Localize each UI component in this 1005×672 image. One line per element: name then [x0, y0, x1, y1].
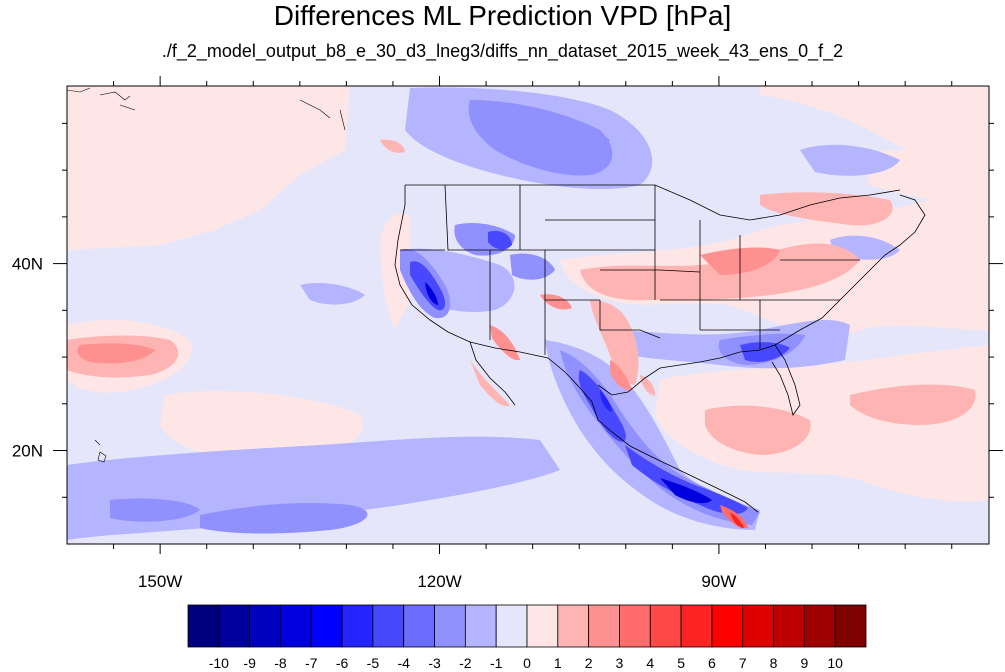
colorbar-label: -6 — [336, 655, 349, 671]
colorbar-label: -1 — [490, 655, 503, 671]
x-tick-label: 150W — [138, 572, 182, 591]
colorbar-label: 6 — [708, 655, 716, 671]
colorbar-swatch — [341, 604, 374, 648]
colorbar-label: 3 — [616, 655, 624, 671]
colorbar-label: -9 — [243, 655, 256, 671]
colorbar-swatch — [649, 604, 682, 648]
colorbar-labels: -10 -9 -8 -7 -6 -5 -4 -3 -2 -1 0 1 2 3 4 5 6 7 8 9 10 — [209, 655, 843, 671]
colorbar — [187, 604, 867, 648]
colorbar-swatch — [588, 604, 620, 648]
colorbar-swatch — [218, 604, 251, 648]
colorbar-swatch — [403, 604, 435, 648]
y-tick-label: 20N — [12, 442, 43, 461]
difference-field — [67, 86, 989, 544]
colorbar-swatch — [742, 604, 774, 648]
colorbar-label: 10 — [827, 655, 843, 671]
colorbar-swatch — [372, 604, 405, 648]
colorbar-label: -4 — [398, 655, 411, 671]
colorbar-label: 9 — [800, 655, 808, 671]
map-outlines — [394, 184, 926, 513]
colorbar-swatch — [619, 604, 651, 648]
colorbar-swatch — [557, 604, 590, 648]
colorbar-label: -10 — [209, 655, 229, 671]
colorbar-swatch — [310, 604, 343, 648]
colorbar-label: -5 — [367, 655, 380, 671]
axis-ticks — [53, 76, 1003, 554]
colorbar-label: 8 — [770, 655, 778, 671]
colorbar-label: 1 — [554, 655, 562, 671]
colorbar-swatch — [464, 604, 497, 648]
x-tick-label: 90W — [701, 572, 736, 591]
colorbar-label: -2 — [459, 655, 472, 671]
x-tick-label: 120W — [417, 572, 461, 591]
colorbar-label: -3 — [428, 655, 441, 671]
colorbar-label: 2 — [585, 655, 593, 671]
colorbar-swatch — [280, 604, 312, 648]
colorbar-swatch — [526, 604, 559, 648]
colorbar-label: 4 — [646, 655, 654, 671]
plot-subtitle: ./f_2_model_output_b8_e_30_d3_lneg3/diff… — [161, 41, 844, 61]
colorbar-label: -8 — [274, 655, 287, 671]
colorbar-label: 0 — [523, 655, 531, 671]
colorbar-swatch — [773, 604, 805, 648]
colorbar-swatch — [495, 604, 528, 648]
colorbar-label: 5 — [677, 655, 685, 671]
colorbar-swatch — [834, 604, 867, 648]
colorbar-swatch — [803, 604, 836, 648]
colorbar-label: -7 — [305, 655, 318, 671]
map-frame — [66, 85, 990, 545]
small-islands — [67, 87, 346, 463]
colorbar-swatch — [434, 604, 466, 648]
axis-tick-labels: 150W 120W 90W 40N 20N — [12, 255, 737, 591]
y-tick-label: 40N — [12, 255, 43, 274]
colorbar-swatch — [711, 604, 744, 648]
plot-title: Differences ML Prediction VPD [hPa] — [273, 0, 732, 31]
colorbar-swatch — [187, 604, 220, 648]
colorbar-swatch — [249, 604, 281, 648]
colorbar-swatch — [680, 604, 713, 648]
colorbar-label: 7 — [739, 655, 747, 671]
